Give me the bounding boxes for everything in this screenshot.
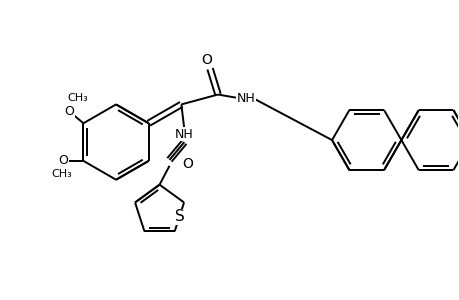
Text: O: O xyxy=(65,105,74,118)
Text: O: O xyxy=(59,154,68,167)
Text: O: O xyxy=(201,53,212,67)
Text: CH₃: CH₃ xyxy=(67,94,88,103)
Text: O: O xyxy=(181,157,192,171)
Text: NH: NH xyxy=(174,128,193,141)
Text: CH₃: CH₃ xyxy=(51,169,72,179)
Text: NH: NH xyxy=(236,92,255,105)
Text: S: S xyxy=(174,209,184,224)
